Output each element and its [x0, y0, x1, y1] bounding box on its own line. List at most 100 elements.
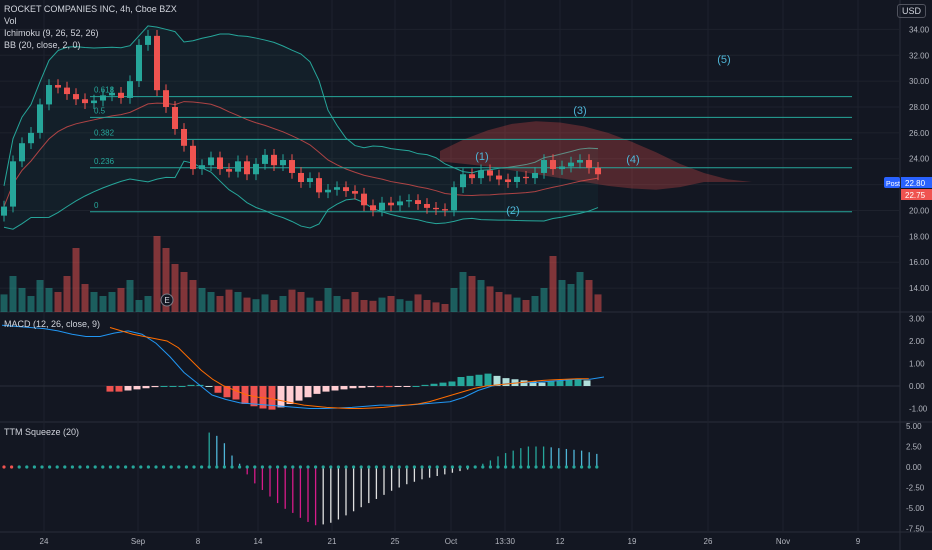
candle-body: [289, 160, 295, 173]
candle-body: [100, 95, 106, 101]
squeeze-dot: [321, 465, 325, 469]
volume-bar: [207, 292, 215, 312]
squeeze-dot: [207, 465, 211, 469]
candle-body: [505, 179, 511, 183]
squeeze-dot: [169, 465, 173, 469]
squeeze-dot: [230, 465, 234, 469]
macd-histogram-bar: [232, 386, 240, 400]
volume-indicator-label[interactable]: Vol: [4, 16, 17, 26]
squeeze-dot: [549, 465, 553, 469]
time-tick-label: 21: [328, 537, 337, 546]
volume-bar: [558, 280, 566, 312]
volume-bar: [531, 296, 539, 312]
squeeze-dot: [580, 465, 584, 469]
macd-histogram-bar: [142, 386, 150, 389]
volume-bar: [153, 236, 161, 312]
squeeze-dot: [78, 465, 82, 469]
macd-histogram-bar: [133, 386, 141, 390]
candle-body: [460, 174, 466, 188]
elliott-wave-label: (3): [573, 105, 586, 117]
volume-bar: [198, 288, 206, 312]
elliott-wave-label: (5): [717, 54, 730, 66]
volume-bar: [162, 248, 170, 312]
candle-body: [244, 161, 250, 175]
volume-bar: [261, 294, 269, 312]
volume-bar: [387, 296, 395, 312]
volume-bar: [486, 286, 494, 312]
candle-body: [55, 85, 61, 88]
price-tick-label: 30.00: [909, 77, 930, 86]
squeeze-dot: [177, 465, 181, 469]
volume-bar: [234, 292, 242, 312]
time-tick-label: 12: [556, 537, 565, 546]
ttm-squeeze-indicator-label[interactable]: TTM Squeeze (20): [4, 427, 80, 437]
volume-bar: [297, 292, 305, 312]
squeeze-dot: [283, 465, 287, 469]
currency-badge[interactable]: USD: [896, 4, 926, 18]
volume-bar: [360, 300, 368, 312]
volume-bar: [9, 276, 17, 312]
macd-histogram-bar: [358, 386, 366, 388]
volume-bar: [315, 300, 323, 312]
last-price-tag: [901, 189, 932, 200]
volume-bar: [423, 300, 431, 312]
macd-tick-label: -1.00: [909, 405, 928, 414]
time-tick-label: 9: [856, 537, 861, 546]
squeeze-tick-label: -2.50: [906, 484, 925, 493]
candle-body: [1, 206, 7, 216]
candle-body: [532, 172, 538, 179]
price-tick-label: 24.00: [909, 155, 930, 164]
candle-body: [271, 154, 277, 166]
squeeze-dot: [154, 465, 158, 469]
squeeze-dot: [473, 465, 477, 469]
time-tick-label: 25: [391, 537, 400, 546]
squeeze-dot: [306, 465, 310, 469]
volume-bar: [450, 288, 458, 312]
macd-histogram-bar: [241, 386, 249, 404]
volume-bar: [441, 304, 449, 312]
macd-histogram-bar: [223, 386, 231, 398]
candle-body: [523, 176, 529, 179]
macd-histogram-bar: [187, 384, 195, 386]
candle-body: [577, 160, 583, 163]
candle-body: [334, 187, 340, 190]
candle-body: [109, 92, 115, 96]
candle-body: [127, 81, 133, 98]
volume-bar: [180, 272, 188, 312]
volume-bar: [99, 296, 107, 312]
macd-histogram-bar: [430, 383, 438, 386]
volume-bar: [324, 288, 332, 312]
time-tick-label: 14: [254, 537, 263, 546]
macd-tick-label: 1.00: [909, 360, 925, 369]
last-price-value: 22.75: [905, 191, 926, 200]
squeeze-dot: [466, 465, 470, 469]
macd-signal-line: [109, 327, 589, 409]
ichimoku-indicator-label[interactable]: Ichimoku (9, 26, 52, 26): [4, 28, 99, 38]
bollinger-band-fill: [4, 25, 598, 230]
post-tag: [884, 177, 900, 188]
squeeze-dot: [382, 465, 386, 469]
macd-histogram-bar: [529, 381, 537, 386]
candle-body: [433, 207, 439, 210]
candle-body: [37, 104, 43, 133]
volume-bar: [522, 300, 530, 312]
volume-bar: [504, 294, 512, 312]
macd-histogram-bar: [169, 386, 177, 387]
fib-level-label: 0.5: [94, 106, 106, 115]
macd-indicator-label[interactable]: MACD (12, 26, close, 9): [4, 319, 101, 329]
bollinger-indicator-label[interactable]: BB (20, close, 2, 0): [4, 40, 81, 50]
macd-histogram-bar: [520, 380, 528, 386]
volume-bar: [306, 297, 314, 312]
macd-histogram-bar: [394, 386, 402, 387]
candle-body: [370, 205, 376, 211]
candle-body: [559, 166, 565, 170]
squeeze-dot: [390, 465, 394, 469]
candle-body: [262, 154, 268, 164]
candle-body: [469, 174, 475, 179]
volume-bar: [333, 296, 341, 312]
squeeze-dot: [131, 465, 135, 469]
macd-histogram-bar: [295, 386, 303, 401]
squeeze-dot: [352, 465, 356, 469]
volume-bar: [270, 300, 278, 312]
